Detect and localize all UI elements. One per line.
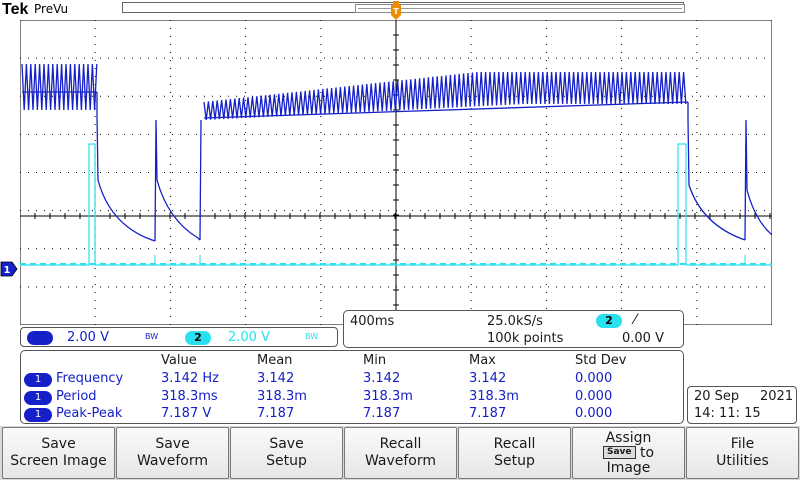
record-length: 100k points [487, 331, 564, 346]
file-utilities-button[interactable]: File Utilities [686, 427, 799, 479]
svg-text:T: T [393, 7, 399, 16]
button-label-line2: Setup [266, 453, 307, 469]
measurement-name: Period [56, 389, 97, 404]
status-bar: Tek PreVu T [0, 0, 800, 20]
measurement-max: 318.3m [469, 389, 519, 404]
svg-text:1: 1 [4, 265, 11, 276]
recall-setup-button[interactable]: Recall Setup [458, 427, 571, 479]
row-channel-badge: 1 [24, 391, 52, 405]
measurement-std-dev: 0.000 [575, 371, 613, 386]
save-setup-button[interactable]: Save Setup [230, 427, 343, 479]
date-time-readout: 20 Sep 2021 14: 11: 15 [687, 386, 797, 424]
save-screen-image-button[interactable]: Save Screen Image [2, 427, 115, 479]
waveform-graticule[interactable] [20, 20, 772, 325]
button-label-line1: Save [155, 436, 190, 452]
save-waveform-button[interactable]: Save Waveform [116, 427, 229, 479]
recall-waveform-button[interactable]: Recall Waveform [344, 427, 457, 479]
button-label-line2: Utilities [716, 453, 769, 469]
button-label-line1: Save [41, 436, 76, 452]
measurement-name: Frequency [56, 371, 124, 386]
button-label-line2: Waveform [136, 453, 209, 469]
ch1-badge-label: 1 [36, 331, 44, 344]
measurement-value: 3.142 Hz [161, 371, 219, 386]
ch1-volts-per-div: 2.00 V [67, 330, 109, 345]
ch1-waveform [21, 63, 772, 242]
trigger-source-badge: 2 [596, 314, 622, 328]
acquisition-mode: PreVu [34, 2, 69, 16]
row-channel-badge: 1 [24, 373, 52, 387]
ch1-ground-marker-icon[interactable]: 1 [0, 261, 18, 277]
header-mean: Mean [257, 353, 293, 368]
measurement-mean: 318.3m [257, 389, 307, 404]
header-value: Value [161, 353, 197, 368]
softkey-menu: Save Screen Image Save Waveform Save Set… [0, 426, 800, 480]
button-label-line1: File [730, 436, 755, 452]
assign-save-to-image-button[interactable]: Assign Save to Image [572, 427, 685, 479]
horizontal-trigger-readout[interactable]: 400ms 25.0kS/s 100k points 2 ⁄ 0.00 V [343, 310, 684, 348]
measurement-value: 318.3ms [161, 389, 218, 404]
button-label-line1: Assign [605, 429, 652, 446]
button-label-line1: Recall [493, 436, 536, 452]
header-min: Min [363, 353, 387, 368]
measurement-min: 318.3m [363, 389, 413, 404]
button-label-line2: Image [606, 459, 651, 476]
measurement-max: 7.187 [469, 406, 507, 421]
button-label-line2: Screen Image [10, 453, 107, 469]
record-view-bar [122, 2, 685, 13]
assign-save-line: Save to [573, 444, 684, 461]
measurements-table[interactable]: Value Mean Min Max Std Dev 1 Frequency 3… [20, 350, 684, 424]
save-key-icon: Save [602, 446, 636, 459]
button-label-line1: Recall [379, 436, 422, 452]
brand-logo: Tek [2, 1, 29, 18]
measurement-mean: 3.142 [257, 371, 295, 386]
measurement-mean: 7.187 [257, 406, 295, 421]
header-std-dev: Std Dev [575, 353, 627, 368]
measurement-min: 7.187 [363, 406, 401, 421]
trigger-slope-rising-icon: ⁄ [634, 312, 637, 328]
date-day-month: 20 Sep [694, 389, 740, 404]
trigger-position-icon: T [391, 1, 401, 20]
measurement-name: Peak-Peak [56, 406, 123, 421]
header-max: Max [469, 353, 496, 368]
trigger-level: 0.00 V [622, 331, 664, 346]
ch1-bandwidth-limit-icon: BW [145, 332, 159, 341]
sample-rate: 25.0kS/s [487, 314, 543, 329]
measurement-max: 3.142 [469, 371, 507, 386]
button-label-line2: Setup [494, 453, 535, 469]
row-channel-badge: 1 [24, 408, 52, 422]
ch2-badge[interactable]: 2 [185, 331, 211, 345]
ch2-waveform [20, 143, 772, 266]
ch1-badge[interactable]: 1 [27, 331, 53, 345]
clock-time: 14: 11: 15 [694, 406, 761, 421]
measurement-std-dev: 0.000 [575, 406, 613, 421]
grid-lines [20, 20, 772, 325]
measurement-min: 3.142 [363, 371, 401, 386]
date-year: 2021 [760, 389, 794, 404]
button-label-line2: Waveform [364, 453, 437, 469]
measurement-std-dev: 0.000 [575, 389, 613, 404]
button-label-to: to [639, 444, 655, 461]
button-label-line1: Save [269, 436, 304, 452]
record-view-window [355, 4, 685, 13]
ch2-volts-per-div: 2.00 V [228, 330, 270, 345]
measurement-value: 7.187 V [161, 406, 212, 421]
ch2-bandwidth-limit-icon: BW [305, 332, 319, 341]
vertical-scale-readout[interactable]: 1 2.00 V BW 2 2.00 V BW [20, 327, 338, 347]
time-per-div: 400ms [350, 314, 395, 329]
